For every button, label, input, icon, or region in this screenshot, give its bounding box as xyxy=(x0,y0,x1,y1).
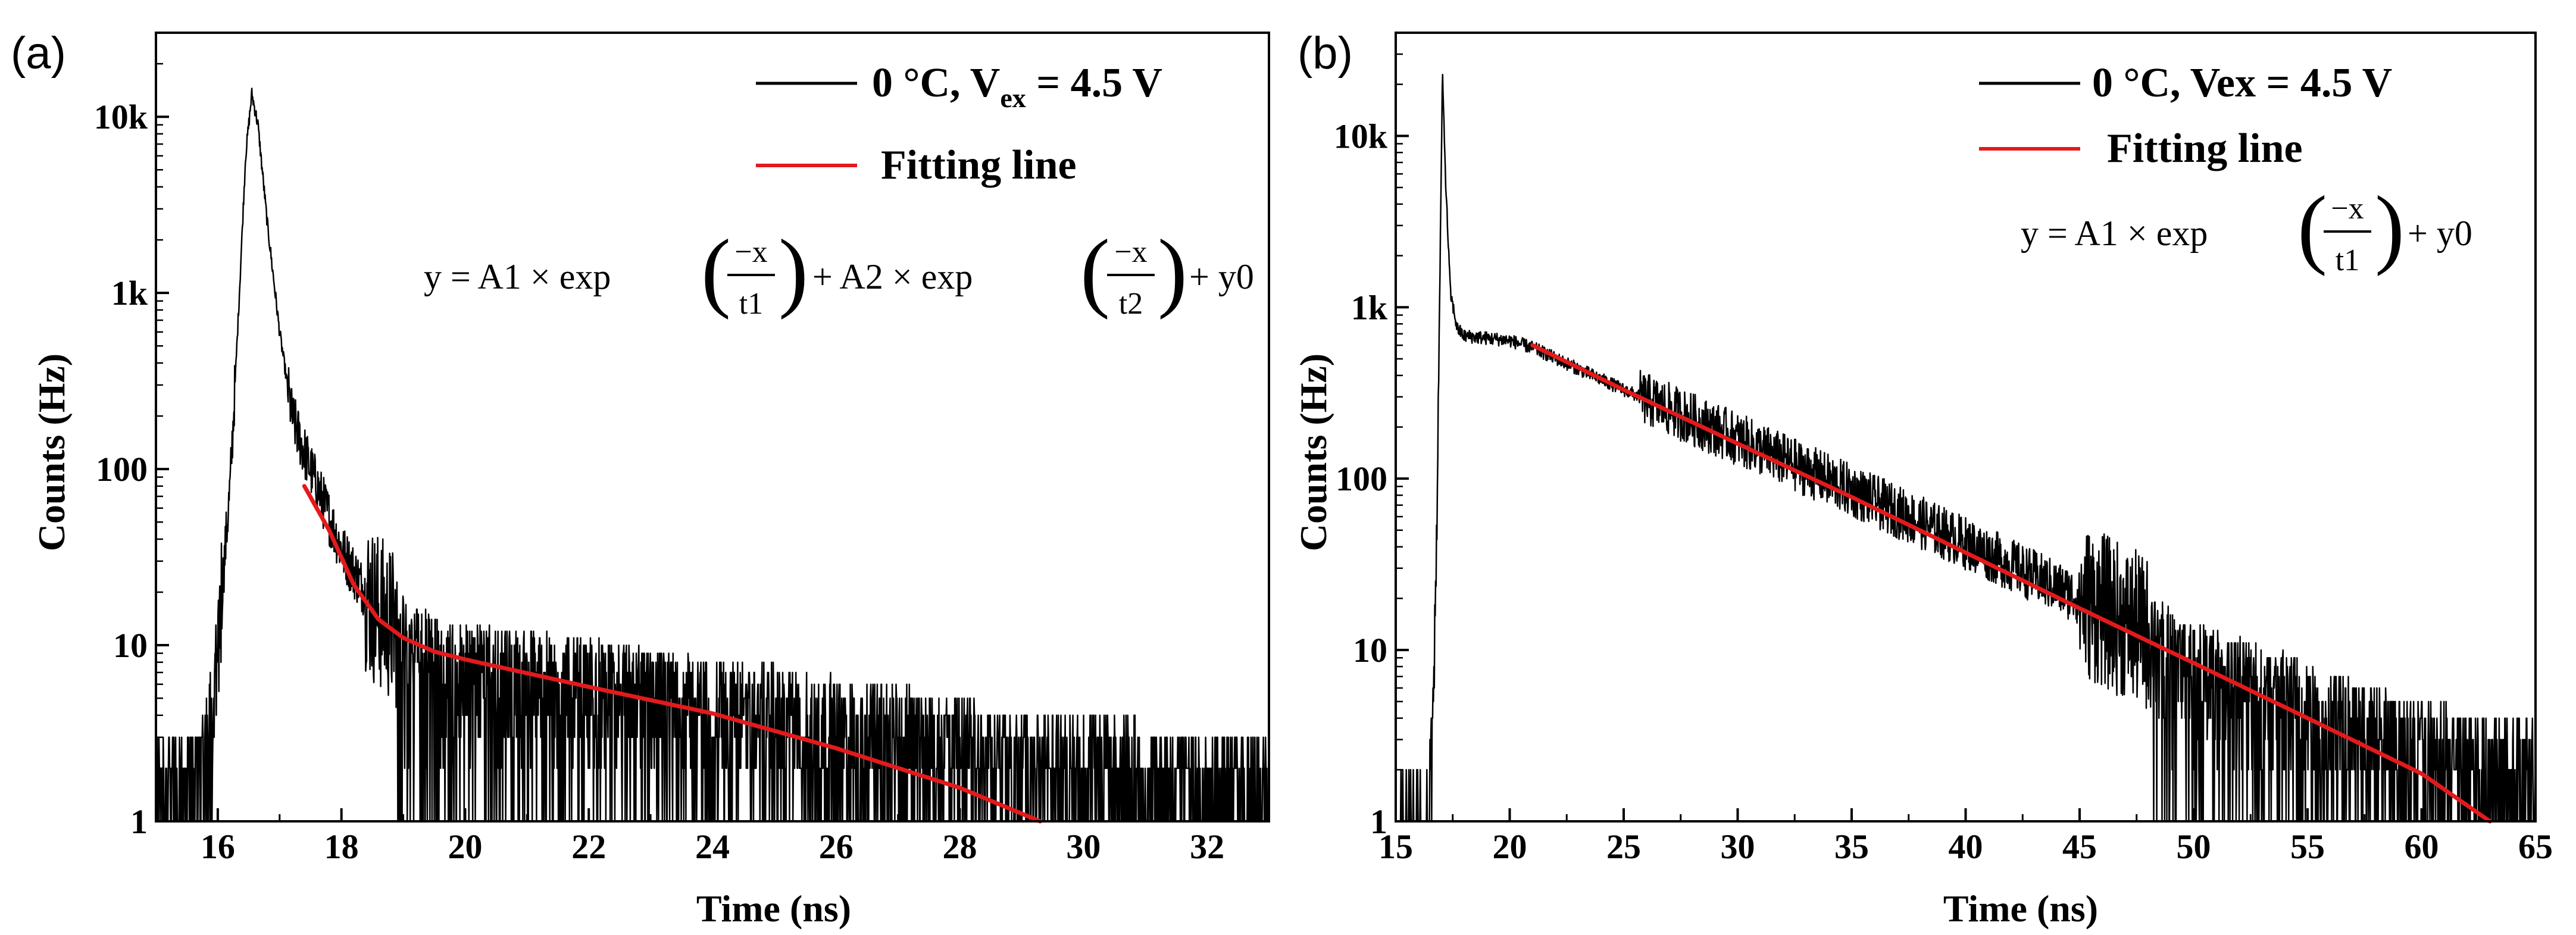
panel-a-y-tick-label: 1 xyxy=(130,802,148,841)
panel-b-x-tick-label: 65 xyxy=(2518,827,2553,866)
panel-a-eq-paren-close-1: ) xyxy=(779,221,808,320)
panel-b-eq-frac1-den: t1 xyxy=(2336,243,2359,277)
panel-b-x-axis-title: Time (ns) xyxy=(1943,887,2098,930)
panel-b: (b) Time (ns) Counts (Hz) 15 20 25 30 35 40 45… xyxy=(1292,28,2553,930)
panel-a-plot-frame xyxy=(155,32,1270,823)
panel-b-x-tick-label: 55 xyxy=(2290,827,2325,866)
panel-a-x-tick-label: 18 xyxy=(324,827,359,866)
panel-b-y-tick-label: 10 xyxy=(1353,631,1387,670)
panel-b-legend: 0 °C, Vex = 4.5 V Fitting line xyxy=(1979,60,2392,171)
panel-b-eq-pre: y = A1 × exp xyxy=(2021,214,2208,253)
panel-b-x-tick-label: 35 xyxy=(1834,827,1869,866)
panel-b-legend-measured-label: 0 °C, Vex = 4.5 V xyxy=(2092,60,2392,106)
panel-b-x-tick-label: 20 xyxy=(1493,827,1527,866)
panel-b-eq-frac1-num: −x xyxy=(2331,192,2364,226)
panel-a-eq-mid: + A2 × exp xyxy=(812,257,973,296)
panel-b-equation: y = A1 × exp ( −x t1 ) + y0 xyxy=(2021,178,2472,277)
panel-b-x-tick-label: 50 xyxy=(2177,827,2211,866)
panel-b-y-tick-label: 1 xyxy=(1370,802,1387,841)
panel-a-eq-frac2-den: t2 xyxy=(1119,287,1143,321)
panel-a-x-tick-label: 24 xyxy=(695,827,730,866)
panel-b-legend-fit-label: Fitting line xyxy=(2107,126,2303,171)
panel-a-x-tick-label: 30 xyxy=(1066,827,1101,866)
panel-b-x-tick-label: 30 xyxy=(1721,827,1755,866)
panel-b-x-tick-label: 60 xyxy=(2405,827,2439,866)
panel-a-equation: y = A1 × exp ( −x t1 ) + A2 × exp ( −x t… xyxy=(424,221,1254,321)
panel-a-y-tick-label: 100 xyxy=(96,450,148,489)
panel-a-eq-pre: y = A1 × exp xyxy=(424,257,611,296)
panel-a-y-tick-label: 10k xyxy=(94,98,148,136)
panel-a-eq-post: + y0 xyxy=(1189,257,1254,296)
panel-b-y-tick-label: 100 xyxy=(1336,459,1387,498)
panel-a-eq-paren-open-1: ( xyxy=(701,221,731,320)
panel-a-eq-frac1-num: −x xyxy=(734,235,767,269)
panel-a-x-tick-label: 20 xyxy=(448,827,482,866)
panel-a-y-tick-label: 10 xyxy=(113,626,148,665)
panel-a-x-tick-label: 32 xyxy=(1190,827,1224,866)
panel-b-y-axis-title: Counts (Hz) xyxy=(1292,354,1334,551)
panel-a-label: (a) xyxy=(11,28,66,79)
panel-b-eq-paren-open: ( xyxy=(2297,178,2327,277)
panel-a-eq-frac2-num: −x xyxy=(1114,235,1147,269)
panel-a-fitting-line xyxy=(302,484,1043,824)
panel-a-x-tick-label: 16 xyxy=(201,827,235,866)
panel-a: (a) Time (ns) Counts (Hz) 16 18 20 22 24 26 28… xyxy=(11,28,1270,930)
panel-b-label: (b) xyxy=(1298,28,1353,79)
panel-b-series xyxy=(1395,73,2537,824)
panel-b-x-tick-label: 25 xyxy=(1606,827,1641,866)
panel-a-x-tick-label: 22 xyxy=(571,827,606,866)
panel-b-ticks: 15 20 25 30 35 40 45 50 55 60 65 1 10 100 1k 10k xyxy=(1334,32,2553,866)
panel-b-eq-post: + y0 xyxy=(2408,214,2472,253)
panel-a-y-axis-title: Counts (Hz) xyxy=(30,354,73,551)
panel-b-eq-paren-close: ) xyxy=(2375,178,2405,277)
panel-a-eq-paren-open-2: ( xyxy=(1080,221,1110,320)
panel-a-legend-measured-subscript: ex xyxy=(1000,83,1026,113)
panel-a-legend-fit-label: Fitting line xyxy=(881,142,1077,188)
panel-a-x-tick-label: 28 xyxy=(943,827,977,866)
panel-a-ticks: 16 18 20 22 24 26 28 30 32 1 10 100 1k 10k xyxy=(94,32,1224,866)
panel-a-series xyxy=(155,87,1270,824)
panel-a-y-tick-label: 1k xyxy=(111,274,148,312)
panel-b-y-tick-label: 1k xyxy=(1351,288,1388,327)
panel-a-eq-frac1-den: t1 xyxy=(739,287,763,321)
panel-a-legend: 0 °C, Vex = 4.5 V Fitting line xyxy=(756,60,1162,188)
panel-a-legend-measured-tail: = 4.5 V xyxy=(1026,60,1162,106)
panel-a-x-tick-label: 26 xyxy=(819,827,854,866)
panel-a-x-axis-title: Time (ns) xyxy=(696,887,851,930)
panel-b-y-tick-label: 10k xyxy=(1334,117,1388,155)
panel-a-legend-measured-main: 0 °C, V xyxy=(872,60,1000,106)
panel-b-x-tick-label: 45 xyxy=(2062,827,2097,866)
panel-b-fitting-line xyxy=(1530,343,2492,824)
panel-b-x-tick-label: 40 xyxy=(1949,827,1983,866)
panel-a-legend-measured-label: 0 °C, Vex = 4.5 V xyxy=(872,60,1162,113)
panel-b-plot-frame xyxy=(1395,32,2537,823)
panel-b-x-tick-label: 15 xyxy=(1378,827,1413,866)
panel-b-measured-trace xyxy=(1395,73,2537,823)
panel-a-eq-paren-close-2: ) xyxy=(1158,221,1187,320)
